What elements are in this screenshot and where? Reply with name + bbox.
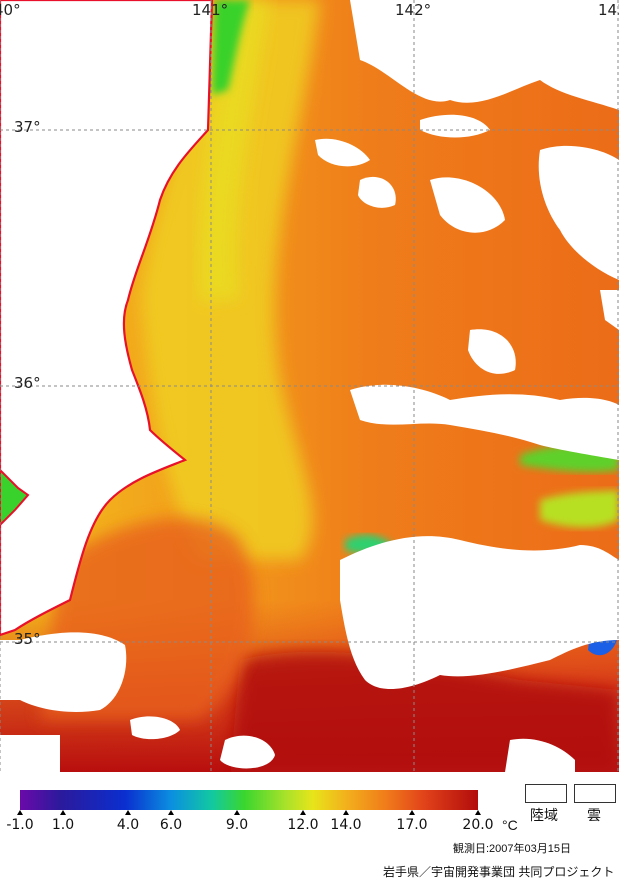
- tick-label: 17.0: [396, 817, 428, 833]
- tick-label: 12.0: [287, 817, 319, 833]
- legend-panel: -1.0 1.0 4.0 6.0 9.0 12.0 14.0 17.0 20.0…: [0, 772, 619, 881]
- tick-label: 9.0: [225, 817, 249, 833]
- longitude-label-141: 141°: [192, 1, 229, 19]
- credit-line: 岩手県／宇宙開発事業団 共同プロジェクト: [383, 865, 615, 879]
- unit-label: °C: [502, 817, 518, 833]
- tick-mark: [60, 810, 66, 815]
- tick-label: 4.0: [116, 817, 140, 833]
- latitude-label-37: 37°: [14, 118, 41, 136]
- sst-map: [0, 0, 619, 772]
- tick-mark: [343, 810, 349, 815]
- tick-mark: [300, 810, 306, 815]
- tick-mark: [168, 810, 174, 815]
- tick-mark: [17, 810, 23, 815]
- tick-mark: [234, 810, 240, 815]
- tick-label: 20.0: [462, 817, 494, 833]
- tick-label: -1.0: [6, 817, 34, 833]
- latitude-label-35: 35°: [14, 630, 41, 648]
- tick-mark: [409, 810, 415, 815]
- temperature-colorbar: [20, 790, 478, 810]
- land-key-swatch: [525, 784, 567, 803]
- latitude-label-36: 36°: [14, 374, 41, 392]
- tick-label: 1.0: [51, 817, 75, 833]
- tick-label: 6.0: [159, 817, 183, 833]
- tick-label: 14.0: [330, 817, 362, 833]
- cloud-key-label: 雲: [587, 807, 601, 823]
- cloud-key-swatch: [574, 784, 616, 803]
- longitude-label-143: 143°: [598, 1, 619, 19]
- land-key-label: 陸域: [530, 807, 558, 823]
- tick-mark: [475, 810, 481, 815]
- tick-mark: [125, 810, 131, 815]
- longitude-label-142: 142°: [395, 1, 432, 19]
- longitude-label-140: 40°: [0, 1, 21, 19]
- observation-date: 観測日:2007年03月15日: [453, 843, 571, 855]
